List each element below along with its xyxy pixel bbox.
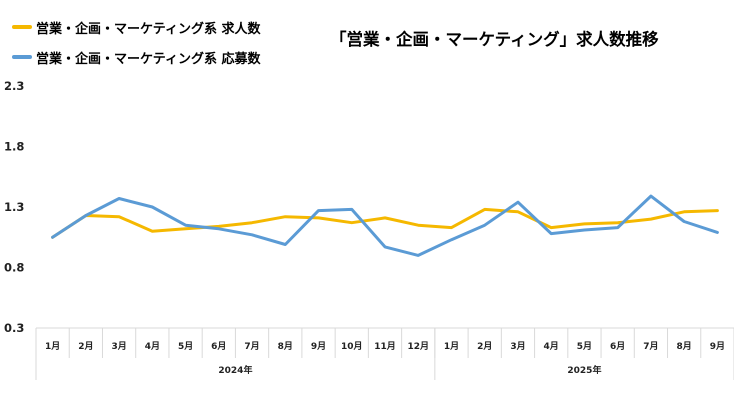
y-tick-label: 1.3 [4,200,24,214]
y-tick-label: 0.3 [4,321,24,335]
x-tick-label: 2月 [477,341,492,352]
x-tick-label: 3月 [111,341,126,352]
x-tick-label: 2月 [78,341,93,352]
x-tick-label: 11月 [374,341,396,352]
series-line-0 [51,207,719,239]
x-tick-label: 9月 [710,341,725,352]
x-tick-label: 7月 [244,341,259,352]
x-tick-label: 9月 [311,341,326,352]
x-tick-label: 4月 [544,341,559,352]
x-tick-label: 7月 [643,341,658,352]
year-group-label: 2024年 [218,364,252,376]
x-tick-label: 3月 [510,341,525,352]
chart-legend: 営業・企画・マーケティング系 求人数 営業・企画・マーケティング系 応募数 [12,12,261,72]
x-tick-label: 5月 [577,341,592,352]
legend-item-series-0: 営業・企画・マーケティング系 求人数 [12,12,261,42]
legend-swatch-job-postings [12,25,32,29]
x-tick-label: 1月 [444,341,459,352]
chart-title: 「営業・企画・マーケティング」求人数推移 [330,30,659,49]
x-tick-label: 12月 [407,341,429,352]
y-tick-label: 1.8 [4,140,24,154]
x-tick-label: 8月 [677,341,692,352]
x-tick-label: 6月 [610,341,625,352]
x-tick-label: 4月 [145,341,160,352]
x-tick-label: 10月 [341,341,363,352]
x-tick-label: 6月 [211,341,226,352]
year-group-label: 2025年 [567,364,601,376]
y-tick-label: 2.3 [4,79,24,93]
y-tick-label: 0.8 [4,261,24,275]
x-tick-label: 8月 [278,341,293,352]
x-tick-label: 5月 [178,341,193,352]
legend-label-applications: 営業・企画・マーケティング系 応募数 [36,51,261,67]
x-tick-label: 1月 [45,341,60,352]
series-line-1 [51,194,719,257]
legend-item-series-1: 営業・企画・マーケティング系 応募数 [12,42,261,72]
legend-swatch-applications [12,55,32,59]
legend-label-job-postings: 営業・企画・マーケティング系 求人数 [36,21,261,37]
